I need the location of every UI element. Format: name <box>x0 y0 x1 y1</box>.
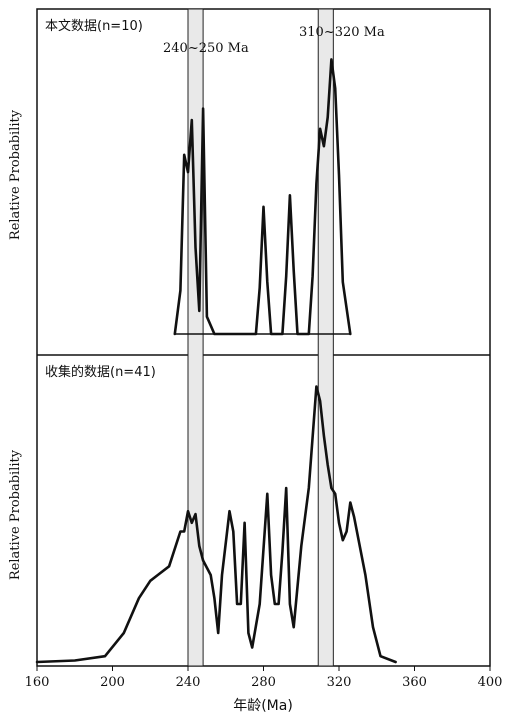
band-label-2: 310~320 Ma <box>299 25 385 40</box>
y-axis-label-bottom: Relative Probability <box>8 449 23 580</box>
x-axis-title: 年龄(Ma) <box>233 698 293 714</box>
band-label-1: 240~250 Ma <box>163 41 249 56</box>
curve-bottom-panel <box>35 385 397 664</box>
x-tick-label-160: 160 <box>25 675 50 690</box>
x-tick-label-200: 200 <box>100 675 125 690</box>
curve-top-panel <box>173 58 352 336</box>
x-tick-label-240: 240 <box>176 675 201 690</box>
highlight-band-2 <box>317 8 334 667</box>
highlight-bands <box>187 8 334 667</box>
panel-title-bottom: 收集的数据(n=41) <box>45 364 156 380</box>
x-tick-label-360: 360 <box>402 675 427 690</box>
probability-curves <box>35 58 397 664</box>
highlight-band-1 <box>187 8 204 667</box>
x-tick-label-400: 400 <box>478 675 503 690</box>
y-axis-label-top: Relative Probability <box>8 109 23 240</box>
panel-title-top: 本文数据(n=10) <box>45 19 143 34</box>
x-axis-ticks: 160 200 240 280 320 360 400 <box>25 666 503 690</box>
x-tick-label-320: 320 <box>327 675 352 690</box>
x-tick-label-280: 280 <box>251 675 276 690</box>
